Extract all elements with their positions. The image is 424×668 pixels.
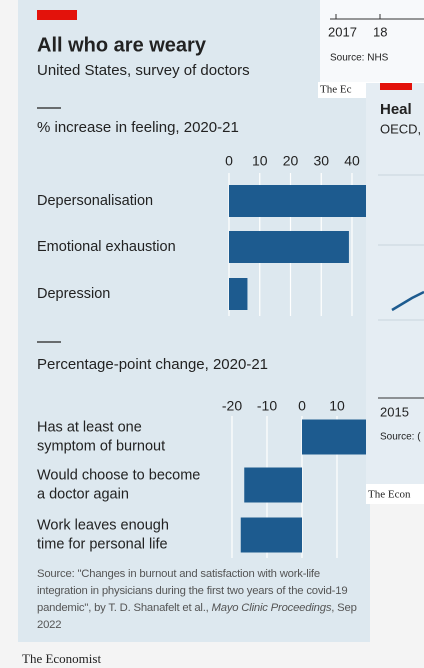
x-tick-label: 0 <box>225 153 233 169</box>
x-tick-label: -10 <box>257 398 277 414</box>
source: Source: NHS <box>330 53 389 64</box>
bar <box>229 185 368 217</box>
source-text: Source: "Changes in burnout and satisfac… <box>37 568 348 614</box>
chart-title: Percentage-point change, 2020-21 <box>37 356 268 373</box>
category-label: time for personal life <box>37 536 168 552</box>
bar <box>229 278 248 310</box>
category-label: Depression <box>37 286 110 302</box>
category-label: Work leaves enough <box>37 517 169 533</box>
card <box>320 0 424 96</box>
bar <box>240 517 302 553</box>
bar <box>302 419 372 455</box>
subtitle: OECD, <box>380 121 421 136</box>
category-label: Would choose to become <box>37 467 200 483</box>
main-chart: All who are weary United States, survey … <box>37 10 372 558</box>
x-tick-label: 20 <box>283 153 299 169</box>
category-label: Emotional exhaustion <box>37 239 176 255</box>
x-tick-label: 40 <box>344 153 360 169</box>
brand: The Economist <box>22 651 101 666</box>
subtitle: United States, survey of doctors <box>37 62 250 79</box>
background-card: Heal OECD, 2015 Source: ( The Econ <box>366 83 424 504</box>
source: Source: "Changes in burnout and satisfac… <box>37 566 367 634</box>
brand: The Econ <box>368 489 411 501</box>
axis-label: 2017 <box>328 24 357 39</box>
bar <box>244 467 302 503</box>
brand-strip <box>366 484 424 504</box>
brand: The Ec <box>320 84 352 96</box>
title: Heal <box>380 101 412 118</box>
source-journal: Mayo Clinic Proceedings <box>211 602 332 614</box>
source: Source: ( <box>380 432 421 443</box>
source-text: , Sep 2022 <box>37 602 357 631</box>
bar <box>229 231 349 263</box>
red-tab <box>37 10 77 20</box>
x-tick-label: 30 <box>313 153 329 169</box>
axis-label: 18 <box>373 24 387 39</box>
category-label: a doctor again <box>37 486 129 502</box>
card <box>18 0 370 642</box>
category-label: Has at least one <box>37 419 142 435</box>
title: All who are weary <box>37 34 207 56</box>
category-label: Depersonalisation <box>37 193 153 209</box>
x-tick-label: 10 <box>252 153 268 169</box>
category-label: symptom of burnout <box>37 438 165 454</box>
x-tick-label: -20 <box>222 398 242 414</box>
line <box>391 290 424 312</box>
axis-label: 2015 <box>380 404 409 419</box>
red-tab <box>380 83 412 90</box>
card <box>366 83 424 503</box>
x-tick-label: 0 <box>298 398 306 414</box>
x-tick-label: 10 <box>329 398 345 414</box>
chart-title: % increase in feeling, 2020-21 <box>37 119 239 136</box>
